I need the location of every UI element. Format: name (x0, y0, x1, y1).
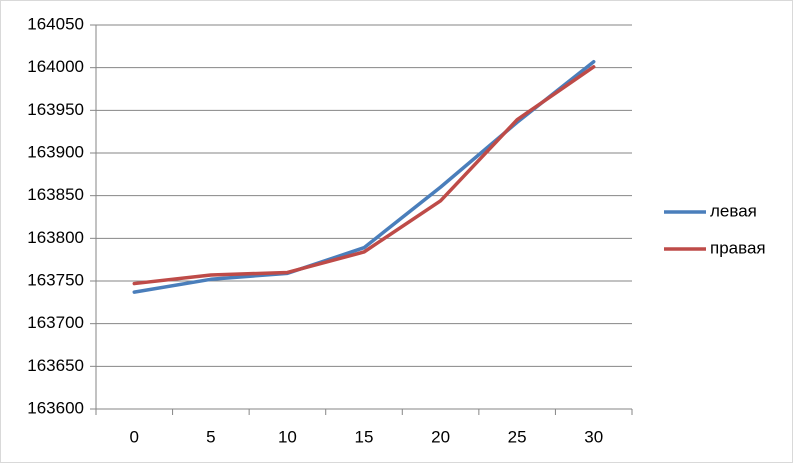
series-line (132, 59, 596, 294)
x-tick-label: 0 (130, 427, 139, 446)
y-tick-label: 164000 (27, 57, 84, 76)
series-line (132, 65, 596, 286)
y-tick-label: 163600 (27, 398, 84, 417)
y-tick-label: 163850 (27, 185, 84, 204)
y-tick-label: 163750 (27, 270, 84, 289)
x-tick-label: 25 (508, 427, 527, 446)
y-tick-label: 163950 (27, 100, 84, 119)
x-tick-label: 30 (584, 427, 603, 446)
x-tick-label: 15 (355, 427, 374, 446)
y-tick-label: 163700 (27, 313, 84, 332)
y-tick-label: 163650 (27, 356, 84, 375)
x-tick-label: 10 (278, 427, 297, 446)
x-tick-label: 20 (431, 427, 450, 446)
x-tick-label: 5 (206, 427, 215, 446)
y-tick-label: 164050 (27, 14, 84, 33)
legend-label: правая (710, 238, 766, 257)
y-tick-label: 163900 (27, 142, 84, 161)
legend-label: левая (710, 201, 757, 220)
y-tick-label: 163800 (27, 228, 84, 247)
